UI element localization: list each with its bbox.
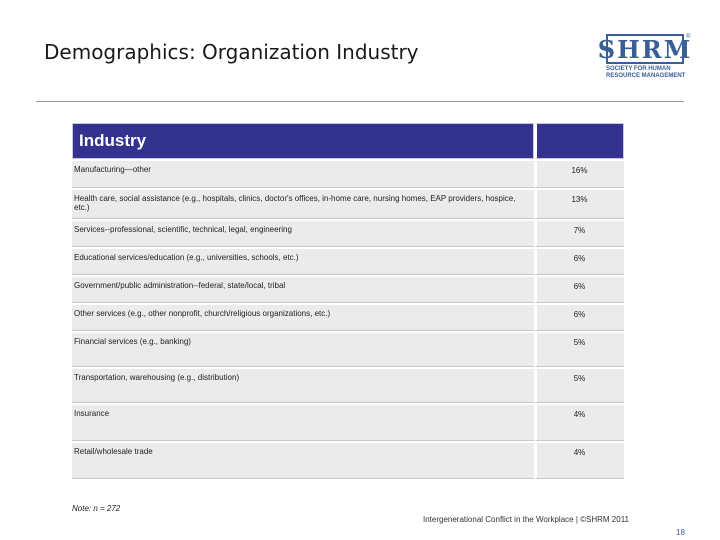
industry-label: Financial services (e.g., banking)	[72, 333, 534, 367]
table-row: Services--professional, scientific, tech…	[72, 221, 624, 247]
industry-label: Insurance	[72, 405, 534, 441]
page-number: 18	[676, 528, 685, 537]
industry-value: 16%	[534, 161, 624, 188]
industry-value: 5%	[534, 333, 624, 367]
industry-value: 6%	[534, 277, 624, 303]
industry-value: 7%	[534, 221, 624, 247]
table-row: Transportation, warehousing (e.g., distr…	[72, 369, 624, 403]
sample-size-note: Note: n = 272	[72, 504, 121, 513]
table-row: Health care, social assistance (e.g., ho…	[72, 190, 624, 219]
table-header-row: Industry	[72, 123, 624, 159]
industry-header: Industry	[72, 123, 534, 159]
industry-value: 5%	[534, 369, 624, 403]
industry-value: 6%	[534, 305, 624, 331]
industry-label: Transportation, warehousing (e.g., distr…	[72, 369, 534, 403]
industry-table: Industry Manufacturing—other 16% Health …	[72, 121, 624, 481]
industry-label: Educational services/education (e.g., un…	[72, 249, 534, 275]
industry-label: Government/public administration--federa…	[72, 277, 534, 303]
value-header	[534, 123, 624, 159]
registered-mark: ®	[686, 34, 691, 40]
slide-title: Demographics: Organization Industry	[44, 40, 419, 64]
table-row: Educational services/education (e.g., un…	[72, 249, 624, 275]
table-row: Insurance 4%	[72, 405, 624, 441]
table-row: Financial services (e.g., banking) 5%	[72, 333, 624, 367]
table-row: Government/public administration--federa…	[72, 277, 624, 303]
industry-label: Manufacturing—other	[72, 161, 534, 188]
industry-label: Health care, social assistance (e.g., ho…	[72, 190, 534, 219]
table-row: Manufacturing—other 16%	[72, 161, 624, 188]
shrm-logo: SHRM SOCIETY FOR HUMAN RESOURCE MANAGEME…	[597, 34, 693, 86]
logo-line-1: SOCIETY FOR HUMAN	[606, 66, 671, 72]
industry-value: 4%	[534, 405, 624, 441]
logo-subtitle: SOCIETY FOR HUMAN RESOURCE MANAGEMENT	[606, 66, 690, 80]
footer-citation: Intergenerational Conflict in the Workpl…	[423, 515, 629, 524]
industry-label: Services--professional, scientific, tech…	[72, 221, 534, 247]
industry-value: 4%	[534, 443, 624, 479]
industry-value: 6%	[534, 249, 624, 275]
industry-label: Retail/wholesale trade	[72, 443, 534, 479]
industry-value: 13%	[534, 190, 624, 219]
logo-mark: SHRM	[597, 34, 693, 64]
table-row: Retail/wholesale trade 4%	[72, 443, 624, 479]
table-row: Other services (e.g., other nonprofit, c…	[72, 305, 624, 331]
industry-label: Other services (e.g., other nonprofit, c…	[72, 305, 534, 331]
logo-line-2: RESOURCE MANAGEMENT	[606, 73, 686, 79]
title-divider	[36, 101, 684, 102]
